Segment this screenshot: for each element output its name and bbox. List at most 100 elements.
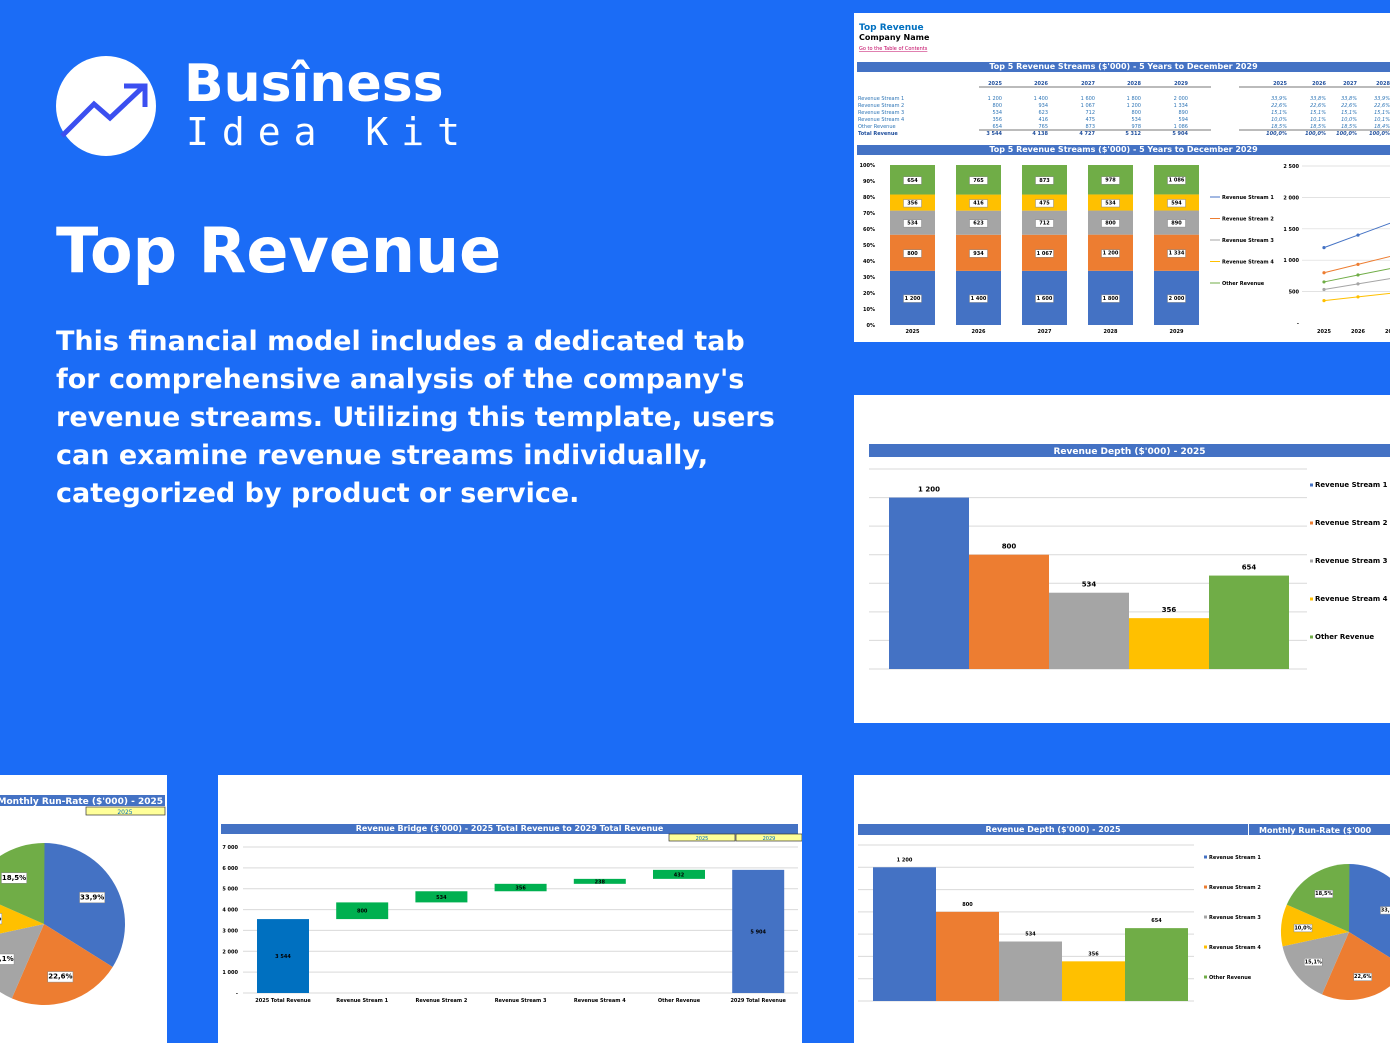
data-label: 432 — [674, 872, 685, 878]
runrate-header — [1249, 824, 1390, 835]
legend-label: Revenue Stream 4 — [1209, 945, 1261, 951]
data-label: 3 544 — [275, 954, 291, 960]
year-selector-value: 2029 — [763, 836, 776, 842]
legend-label: Revenue Stream 1 — [1315, 481, 1388, 489]
segment-label-box — [969, 249, 988, 258]
line-point — [1356, 273, 1360, 277]
slice-label-box — [1304, 958, 1323, 967]
segment-label-box — [1101, 294, 1120, 303]
x-tick-label: 2027 — [1038, 329, 1052, 335]
segment-label: 623 — [973, 221, 984, 227]
segment-label-box — [903, 294, 922, 303]
legend-label: Revenue Stream 4 — [1315, 595, 1388, 603]
bridge-bar — [653, 869, 705, 879]
year-selector[interactable] — [85, 806, 166, 816]
slice-label-box — [1353, 972, 1372, 981]
bridge-bar — [415, 891, 468, 903]
segment-label-box — [1167, 176, 1186, 185]
slice-label-box — [0, 913, 3, 925]
segment-label: 356 — [907, 201, 918, 207]
y-tick-label: - — [1297, 321, 1299, 327]
y-tick-label: 20% — [863, 291, 875, 297]
legend-label: Revenue Stream 4 — [1222, 260, 1274, 266]
series-line — [1323, 255, 1390, 274]
segment-label: 534 — [907, 221, 918, 227]
segment-label-box — [969, 176, 988, 185]
y-tick-label: 6 000 — [222, 866, 238, 872]
x-tick-label: 2027 — [1385, 329, 1390, 335]
segment-label-box — [903, 249, 922, 258]
segment-label: 712 — [1039, 221, 1050, 227]
bar — [1125, 928, 1188, 1001]
x-tick-label: 2029 — [1170, 329, 1184, 335]
line-point — [1356, 282, 1360, 286]
pct-year-header: 2027 — [1343, 81, 1357, 87]
brand-subname: Idea Kit — [186, 110, 474, 154]
year-header: 2028 — [1127, 81, 1141, 87]
year-selector-value: 2025 — [117, 809, 132, 816]
total-label: Total Revenue — [858, 131, 898, 137]
revenue-bridge-panel: Revenue Bridge ($'000) - 2025 Total Reve… — [218, 775, 802, 1043]
year-selector[interactable] — [668, 833, 736, 842]
row-pct: 10,1% — [1374, 117, 1390, 123]
bridge-bar — [336, 902, 389, 920]
total-value: 5 312 — [1125, 131, 1141, 137]
row-value: 534 — [1131, 117, 1141, 123]
x-tick-label: 2025 Total Revenue — [255, 998, 311, 1004]
row-pct: 10,0% — [1341, 117, 1357, 123]
segment-label-box — [903, 199, 922, 208]
slice-label: 15,1% — [1305, 959, 1322, 965]
y-tick-label: 2 000 — [1283, 195, 1299, 201]
pie-slice — [0, 924, 44, 999]
bridge-bar — [573, 878, 626, 884]
segment-label: 934 — [973, 251, 984, 257]
bridge-bar — [257, 919, 309, 993]
slice-label-box — [47, 971, 74, 983]
legend-label: Revenue Stream 2 — [1222, 217, 1274, 223]
x-tick-label: 2028 — [1104, 329, 1118, 335]
legend-label: Other Revenue — [1222, 281, 1265, 287]
slice-label-box — [0, 953, 15, 965]
segment-label-box — [1035, 199, 1054, 208]
segment-label-box — [1035, 249, 1054, 258]
segment-label: 1 334 — [1169, 251, 1185, 257]
y-tick-label: 2 000 — [222, 949, 238, 955]
year-header: 2027 — [1081, 81, 1095, 87]
legend-swatch — [1310, 635, 1313, 639]
row-value: 1 067 — [1081, 103, 1095, 109]
total-value: 4 727 — [1079, 131, 1095, 137]
chart-header-title: Top 5 Revenue Streams ($'000) - 5 Years … — [989, 145, 1258, 154]
bar — [999, 941, 1062, 1001]
data-label: 5 904 — [750, 929, 766, 935]
y-tick-label: 10% — [863, 307, 875, 313]
row-pct: 18,5% — [1271, 124, 1287, 130]
line-point — [1322, 271, 1326, 275]
row-label: Other Revenue — [858, 124, 896, 130]
x-tick-label: 2026 — [1351, 329, 1365, 335]
y-tick-label: 50% — [863, 243, 875, 249]
row-pct: 33,9% — [1271, 96, 1287, 102]
slice-label-box — [1293, 924, 1313, 933]
legend-swatch — [1204, 975, 1207, 979]
segment-label: 594 — [1171, 200, 1182, 206]
row-pct: 15,1% — [1271, 110, 1287, 116]
data-label: 800 — [962, 902, 973, 908]
legend-swatch — [1310, 521, 1313, 525]
segment-label-box — [1167, 249, 1186, 258]
series-line — [1323, 278, 1390, 290]
slice-label: 33,9% — [80, 893, 104, 901]
table-header — [857, 62, 1390, 72]
slice-label: 18,5% — [2, 874, 26, 882]
row-value: 594 — [1178, 117, 1188, 123]
row-value: 978 — [1131, 124, 1141, 130]
year-selector[interactable] — [735, 833, 802, 842]
total-pct: 100,0% — [1369, 131, 1390, 137]
year-header: 2026 — [1034, 81, 1048, 87]
slice-label: 10,0% — [0, 914, 1, 922]
segment-label-box — [1101, 199, 1120, 208]
row-pct: 22,6% — [1310, 103, 1326, 109]
segment-label-box — [969, 199, 988, 208]
segment-label: 2 000 — [1169, 296, 1185, 302]
data-label: 800 — [1002, 543, 1017, 551]
slice-label: 18,5% — [1315, 891, 1332, 897]
